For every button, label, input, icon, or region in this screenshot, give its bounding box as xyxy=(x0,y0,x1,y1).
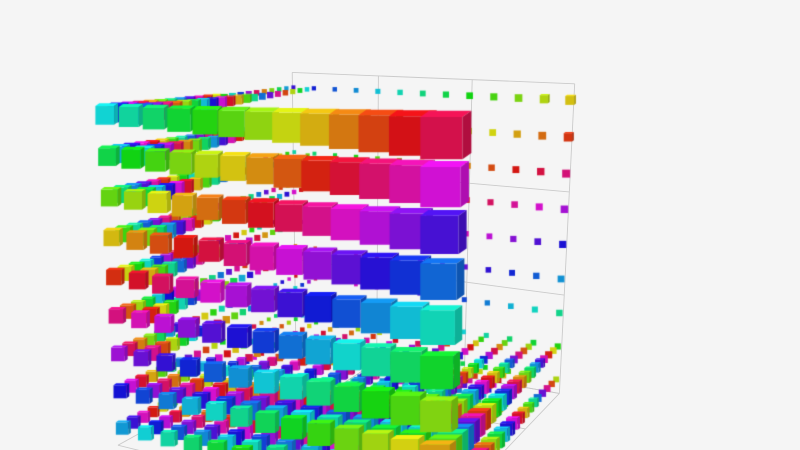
axes-3d[interactable] xyxy=(0,0,800,450)
scatter-3d-markers[interactable] xyxy=(0,0,800,450)
figure-canvas xyxy=(0,0,800,450)
